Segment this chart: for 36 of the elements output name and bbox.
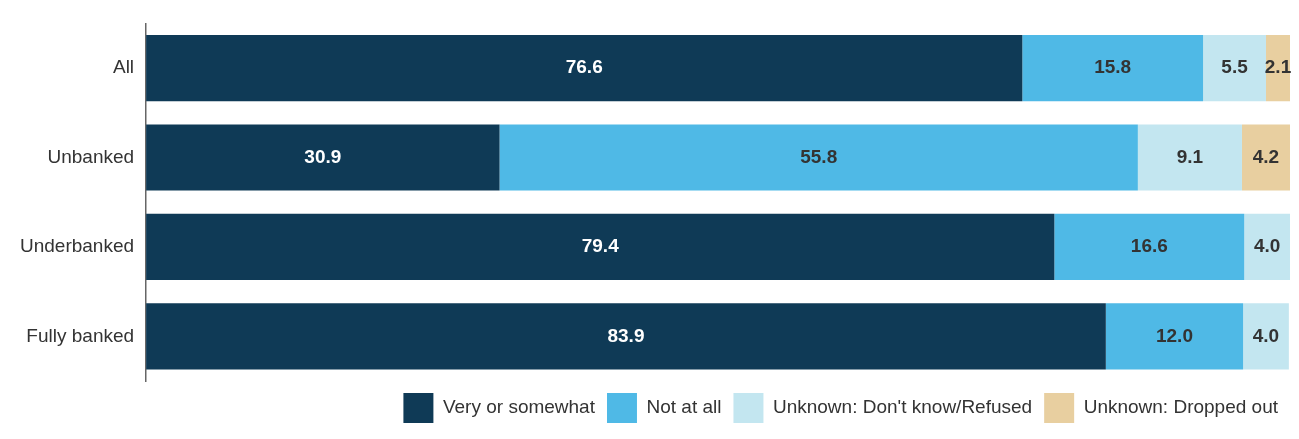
y-tick-label: Unbanked bbox=[47, 145, 135, 167]
bar bbox=[146, 35, 1023, 102]
bar bbox=[499, 124, 1138, 191]
data-label: 4.0 bbox=[1252, 324, 1280, 346]
data-label: 83.9 bbox=[607, 324, 645, 346]
data-label: 12.0 bbox=[1155, 324, 1193, 346]
data-label: 5.5 bbox=[1221, 56, 1249, 78]
legend-label: Very or somewhat bbox=[442, 396, 596, 418]
bar bbox=[1054, 213, 1245, 280]
bar bbox=[146, 213, 1055, 280]
data-label: 15.8 bbox=[1094, 56, 1132, 78]
data-label: 16.6 bbox=[1130, 235, 1168, 257]
data-label: 79.4 bbox=[581, 235, 620, 257]
data-label: 9.1 bbox=[1176, 145, 1204, 167]
legend-label: Not at all bbox=[646, 396, 722, 418]
data-label: 55.8 bbox=[800, 145, 838, 167]
y-tick-label: All bbox=[112, 56, 135, 78]
bar bbox=[1203, 35, 1266, 102]
bar bbox=[1137, 124, 1242, 191]
data-label: 4.0 bbox=[1253, 235, 1281, 257]
bar bbox=[1243, 303, 1289, 370]
data-label: 2.1 bbox=[1264, 56, 1292, 78]
data-label: 76.6 bbox=[565, 56, 603, 78]
bar bbox=[146, 303, 1106, 370]
data-label: 30.9 bbox=[304, 145, 342, 167]
y-tick-label: Underbanked bbox=[19, 235, 135, 257]
bar bbox=[1022, 35, 1204, 102]
bar bbox=[1241, 124, 1290, 191]
y-tick-label: Fully banked bbox=[26, 324, 135, 346]
legend-label: Unknown: Don't know/Refused bbox=[772, 396, 1033, 418]
bar bbox=[1244, 213, 1290, 280]
bar bbox=[1105, 303, 1244, 370]
bar bbox=[146, 124, 500, 191]
data-label: 4.2 bbox=[1252, 145, 1280, 167]
bar bbox=[1265, 35, 1290, 102]
legend-label: Unknown: Dropped out bbox=[1083, 396, 1279, 418]
